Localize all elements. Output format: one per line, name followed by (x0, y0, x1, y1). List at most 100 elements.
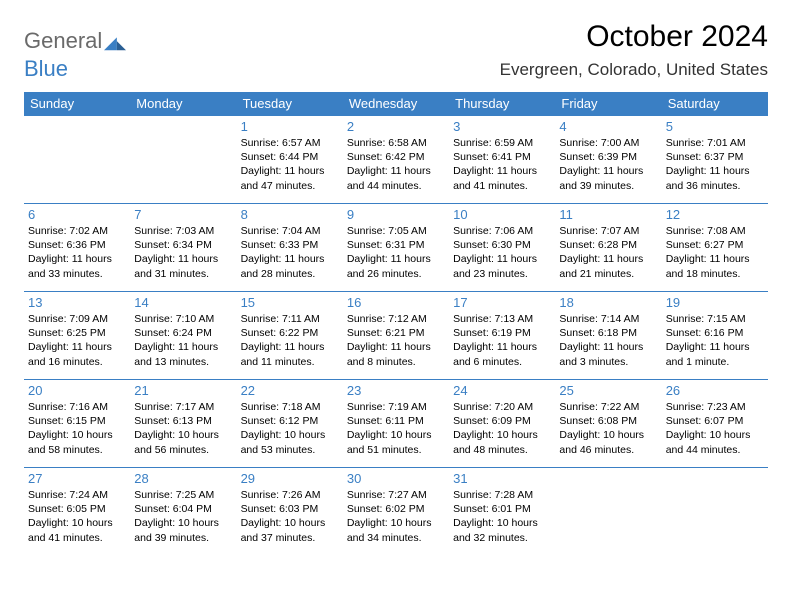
day-details: Sunrise: 7:03 AMSunset: 6:34 PMDaylight:… (134, 224, 232, 281)
day-details: Sunrise: 7:00 AMSunset: 6:39 PMDaylight:… (559, 136, 657, 193)
day-details: Sunrise: 7:15 AMSunset: 6:16 PMDaylight:… (666, 312, 764, 369)
day-number: 8 (241, 207, 339, 222)
day-details: Sunrise: 7:08 AMSunset: 6:27 PMDaylight:… (666, 224, 764, 281)
calendar-cell (662, 468, 768, 556)
day-number: 11 (559, 207, 657, 222)
day-number: 2 (347, 119, 445, 134)
day-details: Sunrise: 7:05 AMSunset: 6:31 PMDaylight:… (347, 224, 445, 281)
day-number: 6 (28, 207, 126, 222)
day-details: Sunrise: 6:58 AMSunset: 6:42 PMDaylight:… (347, 136, 445, 193)
day-number: 3 (453, 119, 551, 134)
day-details: Sunrise: 7:17 AMSunset: 6:13 PMDaylight:… (134, 400, 232, 457)
calendar-cell: 21 Sunrise: 7:17 AMSunset: 6:13 PMDayligh… (130, 380, 236, 468)
calendar-cell: 23 Sunrise: 7:19 AMSunset: 6:11 PMDayligh… (343, 380, 449, 468)
day-details: Sunrise: 7:28 AMSunset: 6:01 PMDaylight:… (453, 488, 551, 545)
day-number: 16 (347, 295, 445, 310)
day-details: Sunrise: 7:16 AMSunset: 6:15 PMDaylight:… (28, 400, 126, 457)
day-number: 12 (666, 207, 764, 222)
day-number: 5 (666, 119, 764, 134)
calendar-cell (555, 468, 661, 556)
calendar-cell: 20 Sunrise: 7:16 AMSunset: 6:15 PMDayligh… (24, 380, 130, 468)
logo-mark-icon (104, 33, 126, 51)
logo-word-1: General (24, 28, 102, 54)
calendar-cell: 8 Sunrise: 7:04 AMSunset: 6:33 PMDaylight… (237, 204, 343, 292)
day-details: Sunrise: 6:59 AMSunset: 6:41 PMDaylight:… (453, 136, 551, 193)
calendar-cell: 3 Sunrise: 6:59 AMSunset: 6:41 PMDaylight… (449, 116, 555, 204)
day-number: 20 (28, 383, 126, 398)
day-number: 22 (241, 383, 339, 398)
calendar-cell: 19 Sunrise: 7:15 AMSunset: 6:16 PMDayligh… (662, 292, 768, 380)
day-details: Sunrise: 7:10 AMSunset: 6:24 PMDaylight:… (134, 312, 232, 369)
weekday-header: Tuesday (237, 92, 343, 116)
day-details: Sunrise: 7:19 AMSunset: 6:11 PMDaylight:… (347, 400, 445, 457)
day-details: Sunrise: 7:09 AMSunset: 6:25 PMDaylight:… (28, 312, 126, 369)
day-details: Sunrise: 7:04 AMSunset: 6:33 PMDaylight:… (241, 224, 339, 281)
logo: General (24, 20, 126, 54)
calendar-cell (24, 116, 130, 204)
weekday-header: Sunday (24, 92, 130, 116)
day-number: 17 (453, 295, 551, 310)
weekday-header: Thursday (449, 92, 555, 116)
day-details: Sunrise: 7:07 AMSunset: 6:28 PMDaylight:… (559, 224, 657, 281)
calendar-cell: 6 Sunrise: 7:02 AMSunset: 6:36 PMDaylight… (24, 204, 130, 292)
day-details: Sunrise: 7:22 AMSunset: 6:08 PMDaylight:… (559, 400, 657, 457)
day-details: Sunrise: 7:23 AMSunset: 6:07 PMDaylight:… (666, 400, 764, 457)
calendar-cell: 22 Sunrise: 7:18 AMSunset: 6:12 PMDayligh… (237, 380, 343, 468)
day-details: Sunrise: 7:11 AMSunset: 6:22 PMDaylight:… (241, 312, 339, 369)
day-details: Sunrise: 7:01 AMSunset: 6:37 PMDaylight:… (666, 136, 764, 193)
calendar-cell: 14 Sunrise: 7:10 AMSunset: 6:24 PMDayligh… (130, 292, 236, 380)
day-number: 29 (241, 471, 339, 486)
day-number: 14 (134, 295, 232, 310)
calendar-row: 1Sunrise: 6:57 AMSunset: 6:44 PMDaylight… (24, 116, 768, 204)
day-details: Sunrise: 7:20 AMSunset: 6:09 PMDaylight:… (453, 400, 551, 457)
calendar-cell: 26 Sunrise: 7:23 AMSunset: 6:07 PMDayligh… (662, 380, 768, 468)
day-number: 25 (559, 383, 657, 398)
day-number: 28 (134, 471, 232, 486)
day-number: 19 (666, 295, 764, 310)
weekday-header-row: Sunday Monday Tuesday Wednesday Thursday… (24, 92, 768, 116)
calendar-cell: 30Sunrise: 7:27 AMSunset: 6:02 PMDayligh… (343, 468, 449, 556)
calendar-row: 20 Sunrise: 7:16 AMSunset: 6:15 PMDayligh… (24, 380, 768, 468)
day-number: 18 (559, 295, 657, 310)
weekday-header: Monday (130, 92, 236, 116)
calendar-cell: 9 Sunrise: 7:05 AMSunset: 6:31 PMDaylight… (343, 204, 449, 292)
day-number: 21 (134, 383, 232, 398)
calendar-table: Sunday Monday Tuesday Wednesday Thursday… (24, 92, 768, 556)
day-number: 26 (666, 383, 764, 398)
day-details: Sunrise: 7:06 AMSunset: 6:30 PMDaylight:… (453, 224, 551, 281)
weekday-header: Friday (555, 92, 661, 116)
calendar-cell (130, 116, 236, 204)
calendar-cell: 15Sunrise: 7:11 AMSunset: 6:22 PMDayligh… (237, 292, 343, 380)
day-details: Sunrise: 7:02 AMSunset: 6:36 PMDaylight:… (28, 224, 126, 281)
calendar-cell: 7Sunrise: 7:03 AMSunset: 6:34 PMDaylight… (130, 204, 236, 292)
calendar-cell: 18 Sunrise: 7:14 AMSunset: 6:18 PMDayligh… (555, 292, 661, 380)
day-number: 9 (347, 207, 445, 222)
calendar-cell: 1Sunrise: 6:57 AMSunset: 6:44 PMDaylight… (237, 116, 343, 204)
logo-word-2: Blue (24, 56, 768, 82)
day-number: 30 (347, 471, 445, 486)
calendar-row: 27 Sunrise: 7:24 AMSunset: 6:05 PMDayligh… (24, 468, 768, 556)
day-number: 23 (347, 383, 445, 398)
weekday-header: Saturday (662, 92, 768, 116)
calendar-cell: 2 Sunrise: 6:58 AMSunset: 6:42 PMDaylight… (343, 116, 449, 204)
day-details: Sunrise: 7:14 AMSunset: 6:18 PMDaylight:… (559, 312, 657, 369)
day-number: 24 (453, 383, 551, 398)
calendar-cell: 11 Sunrise: 7:07 AMSunset: 6:28 PMDayligh… (555, 204, 661, 292)
weekday-header: Wednesday (343, 92, 449, 116)
calendar-row: 6 Sunrise: 7:02 AMSunset: 6:36 PMDaylight… (24, 204, 768, 292)
calendar-cell: 24 Sunrise: 7:20 AMSunset: 6:09 PMDayligh… (449, 380, 555, 468)
calendar-cell: 17Sunrise: 7:13 AMSunset: 6:19 PMDayligh… (449, 292, 555, 380)
day-details: Sunrise: 7:26 AMSunset: 6:03 PMDaylight:… (241, 488, 339, 545)
calendar-cell: 28 Sunrise: 7:25 AMSunset: 6:04 PMDayligh… (130, 468, 236, 556)
calendar-cell: 13Sunrise: 7:09 AMSunset: 6:25 PMDayligh… (24, 292, 130, 380)
calendar-cell: 27 Sunrise: 7:24 AMSunset: 6:05 PMDayligh… (24, 468, 130, 556)
day-number: 27 (28, 471, 126, 486)
calendar-cell: 10Sunrise: 7:06 AMSunset: 6:30 PMDayligh… (449, 204, 555, 292)
day-number: 31 (453, 471, 551, 486)
day-details: Sunrise: 7:24 AMSunset: 6:05 PMDaylight:… (28, 488, 126, 545)
day-details: Sunrise: 7:18 AMSunset: 6:12 PMDaylight:… (241, 400, 339, 457)
month-title: October 2024 (500, 20, 768, 54)
day-details: Sunrise: 7:25 AMSunset: 6:04 PMDaylight:… (134, 488, 232, 545)
calendar-cell: 29 Sunrise: 7:26 AMSunset: 6:03 PMDayligh… (237, 468, 343, 556)
calendar-cell: 5 Sunrise: 7:01 AMSunset: 6:37 PMDaylight… (662, 116, 768, 204)
